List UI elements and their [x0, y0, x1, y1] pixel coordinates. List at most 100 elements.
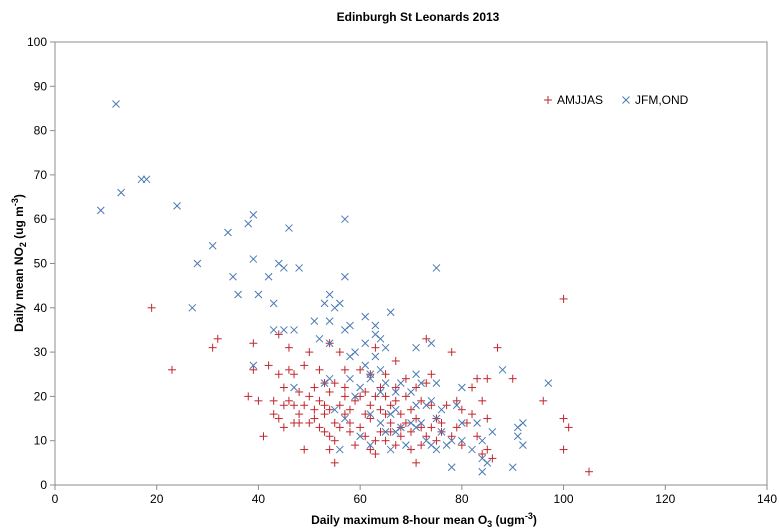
data-point: [452, 401, 461, 410]
data-point: [290, 326, 298, 334]
data-point: [356, 383, 364, 392]
data-point: [391, 441, 400, 450]
data-point: [193, 259, 202, 268]
data-point: [488, 427, 497, 436]
y-tick-label: 0: [40, 478, 47, 492]
data-point: [478, 449, 487, 458]
data-point: [325, 445, 334, 454]
data-point: [346, 321, 354, 330]
data-point: [188, 303, 197, 312]
data-point: [468, 410, 477, 419]
data-point: [330, 418, 339, 427]
data-point: [264, 361, 273, 370]
data-point: [396, 379, 405, 387]
data-point: [376, 365, 385, 374]
data-point: [381, 379, 390, 387]
data-point: [386, 401, 395, 410]
data-point: [335, 299, 344, 308]
data-point: [483, 445, 492, 454]
data-point: [351, 396, 360, 405]
data-point: [320, 410, 329, 419]
data-point: [391, 396, 400, 405]
data-point: [488, 454, 497, 463]
data-point: [376, 388, 385, 396]
data-point: [447, 348, 456, 357]
data-point: [412, 401, 420, 410]
data-point: [407, 427, 415, 436]
data-point: [386, 427, 395, 436]
data-point: [361, 410, 370, 419]
data-point: [468, 445, 476, 454]
data-point: [356, 432, 364, 441]
data-point: [320, 299, 329, 308]
data-point: [458, 419, 466, 427]
data-point: [340, 410, 349, 419]
y-tick-label: 100: [27, 35, 47, 49]
data-point: [356, 392, 365, 401]
data-point: [310, 317, 319, 325]
data-point: [310, 383, 319, 392]
data-point: [234, 290, 242, 299]
data-point: [351, 441, 360, 450]
data-point: [483, 374, 492, 383]
data-point: [422, 334, 431, 343]
data-point: [295, 410, 304, 419]
data-point: [142, 175, 151, 184]
data-point: [371, 343, 380, 352]
data-point: [452, 423, 461, 432]
data-point: [483, 414, 492, 423]
data-point: [325, 339, 334, 348]
data-point: [381, 370, 390, 379]
data-point: [254, 396, 263, 405]
x-axis: 0 20 40 60 80 100 120 140: [52, 485, 777, 506]
data-point: [401, 418, 410, 427]
data-point: [269, 299, 278, 308]
data-point: [310, 414, 319, 423]
data-points: [96, 100, 593, 476]
data-point: [345, 405, 354, 414]
data-point: [376, 383, 385, 392]
data-point: [513, 432, 522, 441]
data-point: [381, 427, 390, 436]
data-point: [290, 370, 299, 379]
data-point: [498, 365, 507, 374]
data-point: [269, 410, 278, 419]
data-point: [244, 392, 253, 401]
data-point: [295, 387, 304, 396]
data-point: [325, 405, 334, 414]
data-point: [508, 374, 517, 383]
data-point: [341, 215, 349, 224]
data-point: [366, 414, 375, 423]
y-tick-label: 30: [34, 345, 48, 359]
data-point: [315, 365, 324, 374]
data-point: [468, 383, 477, 392]
x-tick-label: 20: [150, 492, 164, 506]
data-point: [544, 379, 553, 387]
data-point: [341, 272, 349, 281]
data-point: [96, 206, 105, 215]
legend-marker: [544, 96, 552, 104]
data-point: [325, 290, 334, 299]
data-point: [442, 401, 451, 410]
data-point: [117, 188, 125, 197]
data-point: [325, 374, 334, 383]
data-point: [320, 401, 329, 410]
data-point: [279, 423, 288, 432]
data-point: [432, 445, 441, 454]
data-point: [208, 343, 217, 352]
data-point: [361, 387, 370, 396]
data-point: [478, 396, 487, 405]
data-point: [417, 379, 426, 387]
data-point: [417, 419, 426, 427]
data-point: [361, 432, 370, 441]
data-point: [437, 418, 446, 427]
data-point: [310, 405, 319, 414]
data-point: [437, 427, 446, 436]
data-point: [346, 374, 354, 383]
data-point: [361, 339, 370, 348]
data-point: [305, 348, 314, 357]
data-point: [407, 405, 415, 414]
data-point: [305, 392, 314, 401]
y-tick-label: 70: [34, 168, 48, 182]
